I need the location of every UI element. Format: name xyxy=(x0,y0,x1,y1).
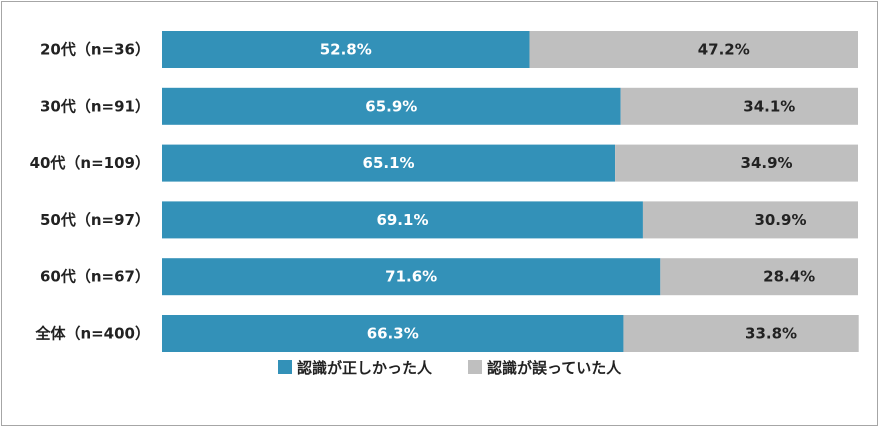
data-label-correct: 71.6% xyxy=(385,268,437,286)
legend-label-incorrect: 認識が誤っていた人 xyxy=(487,358,622,377)
bar-incorrect xyxy=(623,315,859,352)
bar-correct xyxy=(162,201,643,239)
category-label: 40代（n=109） xyxy=(30,154,150,172)
legend-swatch-incorrect xyxy=(468,360,482,374)
data-label-correct: 65.9% xyxy=(365,97,417,115)
bar-incorrect xyxy=(529,31,858,68)
bar-correct xyxy=(162,31,530,68)
bar-correct xyxy=(162,87,621,125)
data-label-incorrect: 34.1% xyxy=(743,97,795,115)
data-label-incorrect: 47.2% xyxy=(698,41,750,59)
category-label: 50代（n=97） xyxy=(40,211,150,229)
data-label-incorrect: 30.9% xyxy=(754,211,806,229)
category-label: 30代（n=91） xyxy=(40,97,150,115)
legend-item-incorrect: 認識が誤っていた人 xyxy=(468,355,621,379)
bar-correct xyxy=(162,258,661,296)
data-label-incorrect: 33.8% xyxy=(745,325,797,343)
bar-incorrect xyxy=(620,87,858,125)
legend-item-correct: 認識が正しかった人 xyxy=(278,355,432,379)
legend-label-correct: 認識が正しかった人 xyxy=(297,358,433,377)
category-label: 20代（n=36） xyxy=(40,41,150,59)
data-label-incorrect: 28.4% xyxy=(763,268,815,286)
legend: 認識が正しかった人 認識が誤っていた人 xyxy=(0,355,879,379)
legend-swatch-correct xyxy=(278,360,292,374)
data-label-correct: 69.1% xyxy=(376,211,428,229)
bar-incorrect xyxy=(615,144,858,182)
data-label-correct: 66.3% xyxy=(367,325,419,343)
data-label-incorrect: 34.9% xyxy=(741,154,793,172)
bar-correct xyxy=(162,315,624,352)
bar-incorrect xyxy=(642,201,858,239)
data-label-correct: 52.8% xyxy=(320,41,372,59)
data-label-correct: 65.1% xyxy=(363,154,415,172)
category-label: 60代（n=67） xyxy=(40,268,150,286)
bar-correct xyxy=(162,144,616,182)
category-label: 全体（n=400） xyxy=(34,325,150,343)
bar-incorrect xyxy=(660,258,858,296)
